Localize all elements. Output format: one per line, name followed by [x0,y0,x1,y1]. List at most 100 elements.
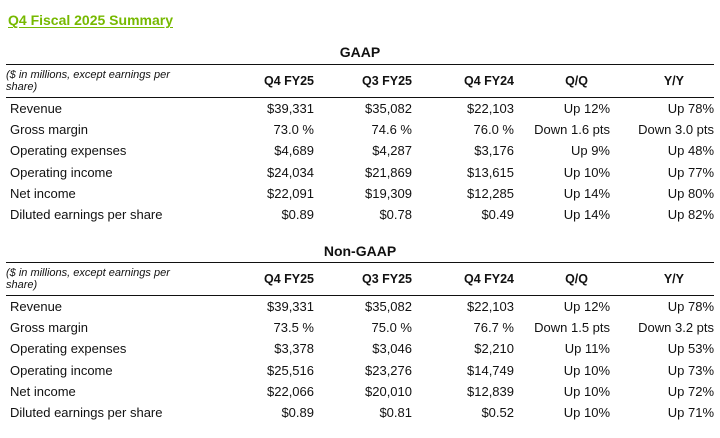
table-row: Operating expenses $3,378 $3,046 $2,210 Up 1… [6,338,714,359]
table-row: Gross margin 73.5 % 75.0 % 76.7 % Down 1.5 p… [6,317,714,338]
table-cell: $0.49 [481,207,514,223]
table-cell: $22,091 [267,185,314,201]
column-header: Y/Y [610,262,714,296]
table-cell: Up 12% [563,101,610,117]
table-cell: $3,046 [372,341,412,357]
table-cell: $20,010 [365,383,412,399]
table-cell: Up 10% [563,405,610,421]
table-cell: Up 72% [667,383,714,399]
table-cell: Up 14% [563,185,610,201]
column-header: Q3 FY25 [314,64,412,98]
column-header: Y/Y [610,64,714,98]
table-row: Net income $22,091 $19,309 $12,285 Up 14% Up … [6,183,714,204]
row-label: Diluted earnings per share [10,405,163,421]
table-cell: Down 1.5 pts [534,320,610,336]
table-cell: 73.5 % [273,320,314,336]
table-cell: Up 73% [667,362,714,378]
table-cell: Up 10% [563,362,610,378]
non-gaap-heading: Non-GAAP [323,243,397,259]
table-header-row: ($ in millions, except earnings per shar… [6,262,714,296]
units-note: ($ in millions, except earnings per shar… [6,64,202,98]
table-cell: 76.7 % [473,320,514,336]
table-cell: $3,378 [274,341,314,357]
table-cell: Up 78% [667,299,714,315]
gaap-table: ($ in millions, except earnings per shar… [6,64,714,225]
table-cell: Up 10% [563,164,610,180]
row-label: Operating income [10,164,113,180]
table-cell: $2,210 [474,341,514,357]
table-cell: $23,276 [365,362,412,378]
table-cell: Down 1.6 pts [534,122,610,138]
row-label: Net income [10,185,76,201]
table-row: Operating income $24,034 $21,869 $13,615 Up … [6,162,714,183]
table-cell: $22,103 [467,101,514,117]
table-cell: Up 71% [667,405,714,421]
row-label: Gross margin [10,122,89,138]
table-cell: $4,689 [274,143,314,159]
table-cell: $13,615 [467,164,514,180]
table-cell: 76.0 % [473,122,514,138]
table-cell: $39,331 [267,101,314,117]
row-label: Net income [10,383,76,399]
units-note: ($ in millions, except earnings per shar… [6,262,202,296]
table-cell: Up 10% [563,383,610,399]
column-header: Q4 FY25 [202,262,314,296]
column-header: Q4 FY25 [202,64,314,98]
table-cell: Up 77% [667,164,714,180]
table-row: Net income $22,066 $20,010 $12,839 Up 10% Up … [6,381,714,402]
table-cell: $0.89 [281,405,314,421]
column-header: Q4 FY24 [412,64,514,98]
table-row: Revenue $39,331 $35,082 $22,103 Up 12% Up 78% [6,98,714,120]
row-label: Gross margin [10,320,89,336]
table-cell: $3,176 [474,143,514,159]
table-cell: Up 11% [564,341,610,357]
table-cell: Up 82% [667,207,714,223]
column-header: Q/Q [514,262,610,296]
page-title[interactable]: Q4 Fiscal 2025 Summary [8,12,173,28]
table-cell: 73.0 % [273,122,314,138]
row-label: Revenue [10,101,63,117]
table-cell: Up 53% [667,341,714,357]
row-label: Diluted earnings per share [10,207,163,223]
table-cell: $35,082 [365,299,412,315]
table-cell: $39,331 [267,299,314,315]
table-cell: 74.6 % [371,122,412,138]
table-cell: $12,285 [467,185,514,201]
table-row: Operating expenses $4,689 $4,287 $3,176 Up 9… [6,140,714,161]
table-cell: $0.81 [379,405,412,421]
table-cell: Up 78% [667,101,714,117]
non-gaap-table: ($ in millions, except earnings per shar… [6,262,714,423]
row-label: Operating income [10,362,113,378]
table-row: Operating income $25,516 $23,276 $14,749 Up … [6,360,714,381]
row-label: Revenue [10,299,63,315]
table-cell: $0.89 [281,207,314,223]
table-cell: 75.0 % [371,320,412,336]
table-cell: $24,034 [267,164,314,180]
gaap-heading: GAAP [339,44,381,60]
table-cell: $25,516 [267,362,314,378]
table-cell: $21,869 [365,164,412,180]
table-row: Diluted earnings per share $0.89 $0.81 $0.5… [6,402,714,423]
column-header: Q4 FY24 [412,262,514,296]
table-cell: Down 3.2 pts [638,320,714,336]
table-cell: $22,066 [267,383,314,399]
table-cell: Up 48% [667,143,714,159]
table-cell: Up 80% [667,185,714,201]
table-row: Revenue $39,331 $35,082 $22,103 Up 12% Up 78% [6,296,714,318]
table-header-row: ($ in millions, except earnings per shar… [6,64,714,98]
table-cell: $14,749 [467,362,514,378]
table-cell: $22,103 [467,299,514,315]
table-row: Diluted earnings per share $0.89 $0.78 $0.4… [6,204,714,225]
table-cell: Down 3.0 pts [638,122,714,138]
row-label: Operating expenses [10,143,127,159]
table-cell: Up 14% [563,207,610,223]
column-header: Q3 FY25 [314,262,412,296]
column-header: Q/Q [514,64,610,98]
table-cell: $19,309 [365,185,412,201]
table-cell: $12,839 [467,383,514,399]
table-cell: $35,082 [365,101,412,117]
table-cell: $4,287 [372,143,412,159]
table-cell: Up 9% [570,143,610,159]
table-cell: $0.78 [379,207,412,223]
table-row: Gross margin 73.0 % 74.6 % 76.0 % Down 1.6 p… [6,119,714,140]
